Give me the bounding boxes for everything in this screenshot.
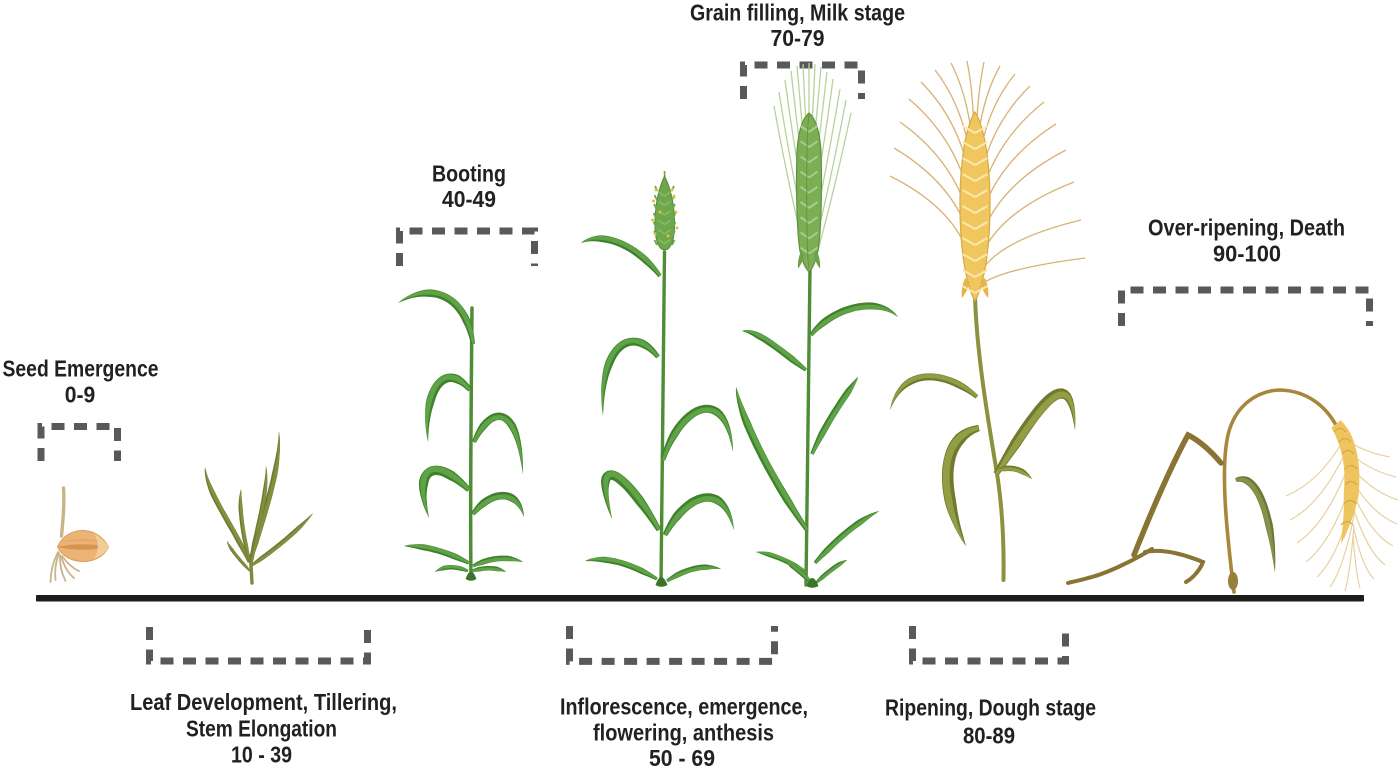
svg-text:Inflorescence, emergence,: Inflorescence, emergence, [560,694,808,720]
svg-text:flowering, anthesis: flowering, anthesis [593,720,774,746]
svg-text:10 - 39: 10 - 39 [231,742,292,768]
svg-text:80-89: 80-89 [963,723,1015,749]
svg-text:Grain filling, Milk stage: Grain filling, Milk stage [690,0,905,26]
svg-text:Ripening, Dough stage: Ripening, Dough stage [885,695,1096,721]
svg-text:Booting: Booting [432,161,506,187]
svg-text:Seed Emergence: Seed Emergence [3,356,159,382]
svg-text:50 - 69: 50 - 69 [649,745,715,768]
svg-text:70-79: 70-79 [771,25,825,51]
svg-text:0-9: 0-9 [65,382,96,408]
svg-text:Stem Elongation: Stem Elongation [186,716,337,742]
svg-text:Leaf Development, Tillering,: Leaf Development, Tillering, [130,689,397,715]
svg-text:90-100: 90-100 [1213,241,1281,267]
svg-text:Over-ripening, Death: Over-ripening, Death [1148,215,1345,241]
svg-text:40-49: 40-49 [442,186,496,212]
